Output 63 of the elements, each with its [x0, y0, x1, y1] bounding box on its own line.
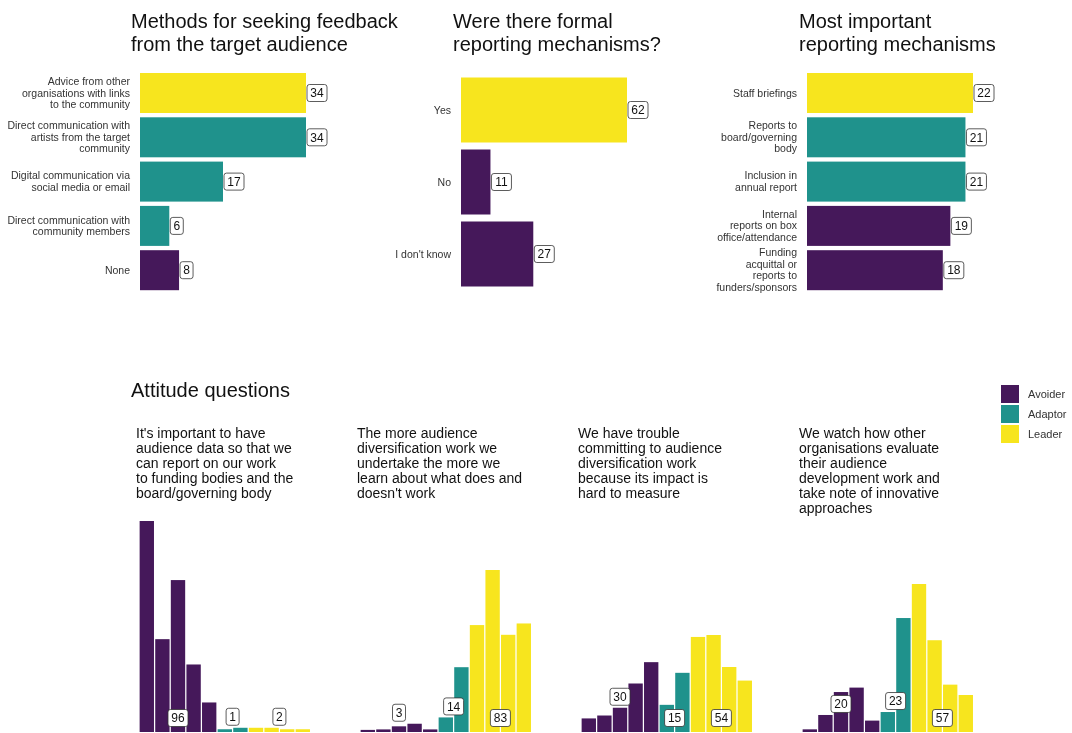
data-label: 18 [947, 263, 961, 278]
chart-subtitle: We watch how other organisations evaluate their audience development work and take note of innovative approaches [799, 425, 940, 516]
annotation: 30 [613, 689, 627, 704]
y-tick-label: Direct communication with community members [7, 213, 131, 238]
bar [140, 250, 180, 291]
data-label: 17 [227, 174, 241, 189]
y-tick-label: Funding acquittal or reports to funders/sponsors [716, 246, 798, 293]
data-label: 34 [310, 130, 324, 145]
bar [958, 695, 973, 732]
annotation: 83 [493, 711, 508, 726]
y-tick-label: Staff briefings [732, 86, 797, 99]
chart-subtitle: The more audience diversification work we undertake the more we learn about what does and doesn't work [357, 425, 523, 501]
y-tick-label: Direct communication with artists from the target community [7, 119, 131, 155]
chart-title: Were there formal reporting mechanisms? [453, 10, 661, 55]
annotation: 57 [935, 711, 950, 726]
annotation: 23 [888, 694, 903, 709]
data-label: 27 [537, 247, 552, 262]
data-label: 19 [954, 219, 969, 234]
bar [140, 117, 306, 158]
y-tick-label: Yes [433, 103, 451, 116]
category-label: Adaptor [1028, 408, 1067, 420]
chart-subtitle: We have trouble committing to audience diversification work because its impact is hard to measure [578, 425, 723, 501]
annotation: 3 [395, 705, 403, 720]
annotation: 54 [714, 711, 729, 726]
bar [516, 623, 531, 732]
data-label: 6 [173, 219, 181, 234]
bar [807, 73, 973, 113]
y-tick-label: None [104, 263, 131, 276]
data-label: 22 [977, 86, 991, 101]
bar [140, 73, 306, 113]
chart-title: Most important reporting mechanisms [799, 10, 996, 55]
annotation: 2 [276, 709, 284, 724]
y-tick-label: Digital communication via social media or email [10, 169, 131, 193]
data-label: 21 [969, 174, 984, 189]
category-label: Leader [1028, 428, 1063, 440]
bar [807, 117, 966, 158]
annotation: 96 [171, 711, 185, 726]
y-tick-label: Internal reports on box office/attendance [717, 207, 798, 243]
chart-title: Attitude questions [131, 379, 290, 401]
bar [737, 680, 752, 732]
data-label: 34 [310, 86, 324, 101]
y-tick-label: I don't know [395, 247, 452, 260]
y-tick-label: Reports to board/governing body [721, 119, 798, 155]
annotation: 15 [667, 711, 682, 726]
bar [295, 729, 310, 732]
data-label: 62 [631, 103, 645, 118]
annotation: 14 [446, 699, 461, 714]
y-tick-label: Inclusion in annual report [735, 169, 798, 193]
annotation: 20 [834, 697, 848, 712]
bar [807, 205, 951, 246]
chart-subtitle: It's important to have audience data so that we can report on our work to funding bodies and the board/governing body [136, 425, 294, 501]
annotation: 1 [229, 709, 237, 724]
y-tick-label: No [437, 175, 452, 188]
chart-title: Methods for seeking feedback from the target audience [131, 10, 399, 55]
y-tick-label: Advice from other organisations with links to the community [22, 75, 131, 110]
data-label: 11 [495, 175, 508, 190]
data-label: 8 [183, 263, 191, 278]
bar [807, 161, 966, 202]
bar [140, 205, 170, 246]
bar [807, 250, 943, 291]
bar [140, 161, 223, 202]
category-label: Avoider [1028, 388, 1066, 400]
data-label: 21 [969, 130, 984, 145]
